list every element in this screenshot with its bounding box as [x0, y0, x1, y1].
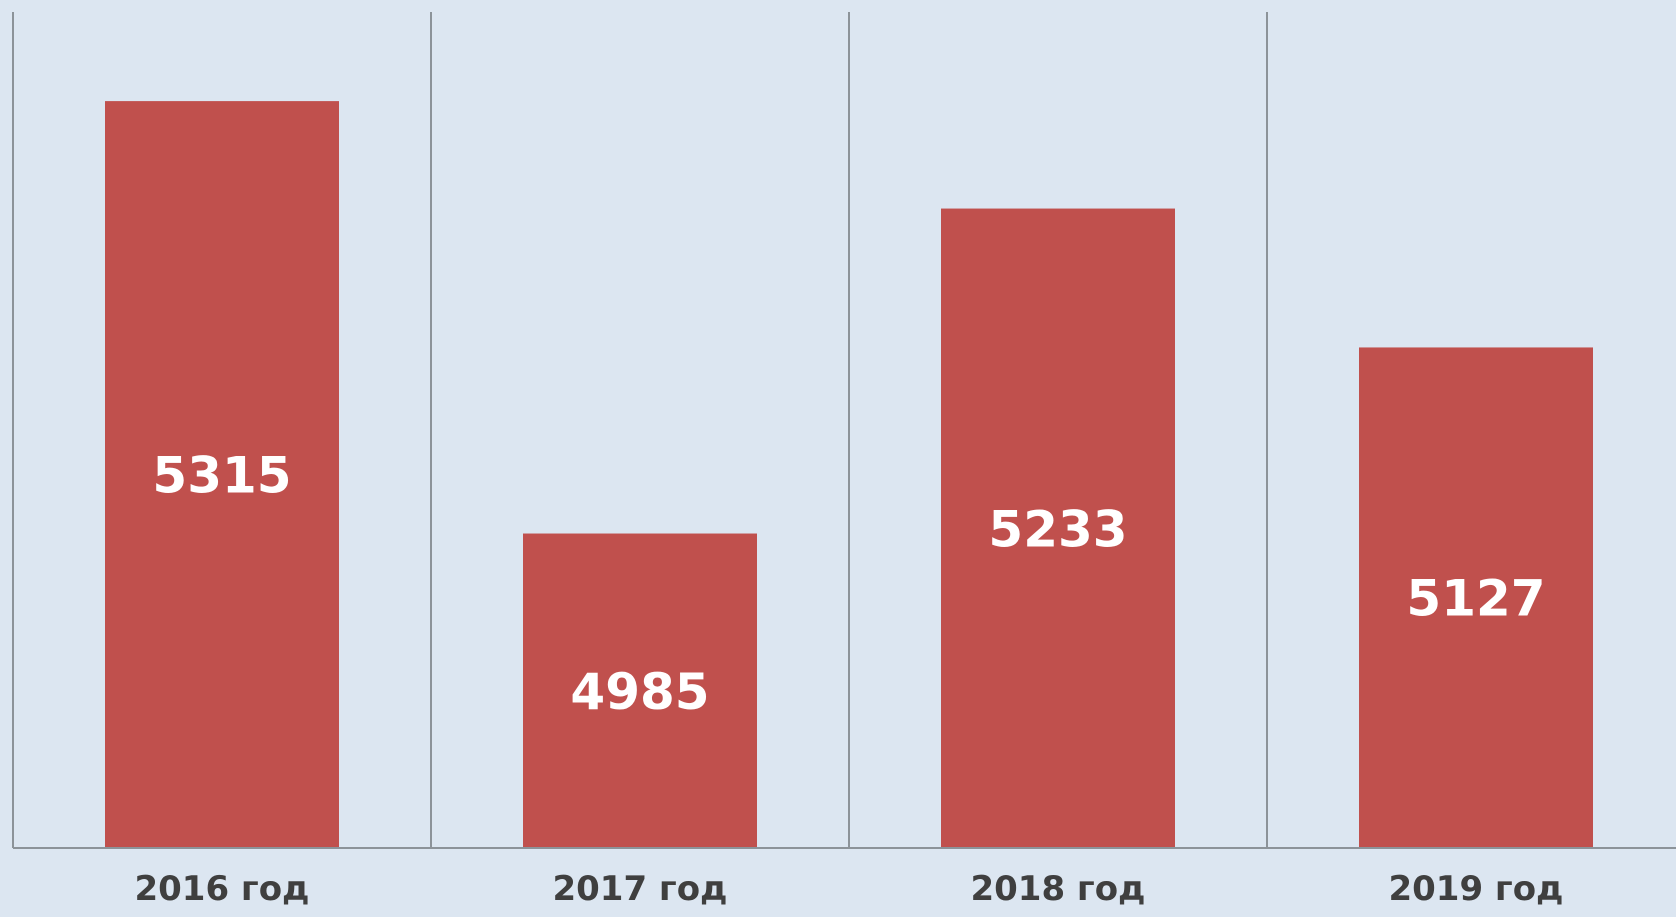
bar	[523, 533, 757, 848]
bar	[941, 208, 1175, 848]
bar	[1359, 347, 1593, 848]
category-labels: 2016 год 2017 год 2018 год 2019 год	[134, 869, 1563, 909]
bars	[105, 101, 1593, 848]
category-separators	[12, 12, 1268, 848]
category-label: 2016 год	[134, 869, 309, 909]
category-label: 2019 год	[1388, 869, 1563, 909]
data-label: 4985	[570, 663, 709, 721]
category-label: 2018 год	[970, 869, 1145, 909]
data-label: 5233	[988, 500, 1127, 558]
data-label: 5127	[1406, 570, 1545, 628]
data-label: 5315	[152, 447, 291, 505]
bar	[105, 101, 339, 848]
data-labels: 5315 4985 5233 5127	[152, 447, 1545, 721]
category-label: 2017 год	[552, 869, 727, 909]
